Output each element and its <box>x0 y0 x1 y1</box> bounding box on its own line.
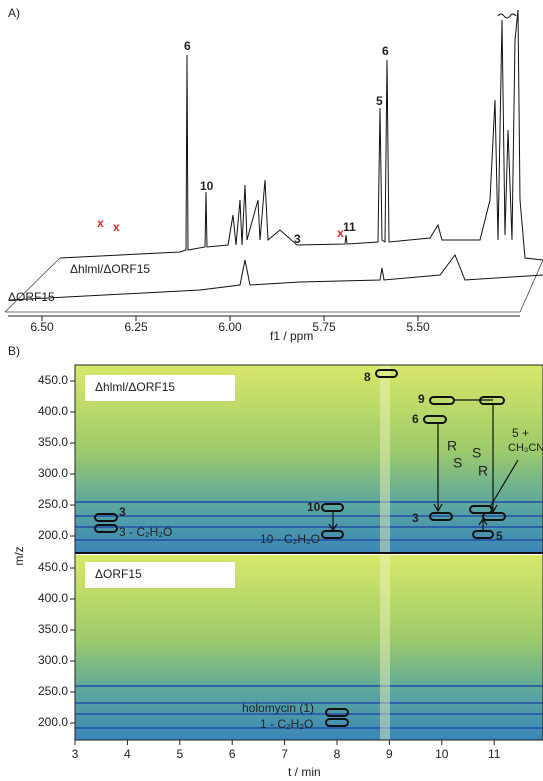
annotation: 3 <box>412 511 419 525</box>
x-tick-label: 5 <box>176 747 183 761</box>
y-tick-label: 300.0 <box>38 653 68 667</box>
trace-label: ΔORF15 <box>8 290 55 304</box>
panel-label: B) <box>8 344 20 358</box>
trace-label: Δhlml/ΔORF15 <box>70 262 150 276</box>
x-tick-label: 10 <box>435 747 449 761</box>
arrows <box>328 399 519 532</box>
title-box <box>85 375 235 401</box>
annotation: 10 <box>307 500 321 514</box>
annotation: 8 <box>364 370 371 384</box>
peak-label: 5 <box>376 94 383 108</box>
annotation: S <box>472 445 481 461</box>
y-tick-label: 200.0 <box>38 528 68 542</box>
annotation: 9 <box>418 392 425 406</box>
peak-label: 11 <box>343 220 356 234</box>
x-tick-label: 6 <box>229 747 236 761</box>
axis-label: f1 / ppm <box>270 329 313 343</box>
x-tick-label: 6.00 <box>218 320 242 334</box>
annotation: 5 <box>496 529 503 543</box>
spectrum-trace <box>59 9 543 261</box>
y-tick-label: 450.0 <box>38 373 68 387</box>
y-tick-label: 200.0 <box>38 715 68 729</box>
x-tick-label: 5.75 <box>312 320 336 334</box>
x-tick-label: 6.25 <box>124 320 148 334</box>
annotation: R <box>447 438 457 454</box>
y-tick-label: 250.0 <box>38 497 68 511</box>
peak-label: 6 <box>382 44 389 58</box>
y-tick-label: 450.0 <box>38 560 68 574</box>
y-tick-label: 350.0 <box>38 435 68 449</box>
annotation: CH₃CN <box>508 442 543 454</box>
break-mark <box>497 13 517 19</box>
peak-label: 10 <box>200 179 214 193</box>
plot-frame <box>74 364 543 741</box>
annotation: 5 + <box>512 426 529 440</box>
annotation: 3 <box>119 505 126 519</box>
x-tick-label: 6.50 <box>30 320 54 334</box>
ion-traces <box>75 501 543 729</box>
y-tick-label: 300.0 <box>38 466 68 480</box>
x-tick-label: 7 <box>281 747 288 761</box>
annotation: R <box>478 463 488 479</box>
panel-title: ΔORF15 <box>95 567 142 581</box>
y-tick-label: 250.0 <box>38 684 68 698</box>
panel-a: A) Δhlml/ΔORF15 ΔORF15 6 10 3 11 6 5 x x… <box>4 6 543 343</box>
x-tick-label: 9 <box>386 747 393 761</box>
panel-title: Δhlml/ΔORF15 <box>95 380 175 394</box>
annotation: holomycin (1) <box>242 701 314 715</box>
annotation: 3 - C₂H₂O <box>119 525 172 539</box>
panel-label: A) <box>8 6 20 20</box>
axis-label: t / min <box>288 765 321 779</box>
title-box <box>85 562 235 588</box>
x-tick-label: 4 <box>124 747 131 761</box>
panel-b: B) Δhlml/ΔORF15 ΔORF15 3 3 - C₂H₂O 10 10… <box>8 344 543 779</box>
y-tick-label: 400.0 <box>38 591 68 605</box>
y-tick-label: 350.0 <box>38 622 68 636</box>
x-tick-label: 11 <box>488 747 501 761</box>
x-tick-label: 3 <box>72 747 79 761</box>
spectrum-trace <box>9 253 543 301</box>
peak-label: 3 <box>294 232 301 246</box>
x-tick-label: 8 <box>334 747 341 761</box>
annotation: 10 - C₂H₂O <box>260 532 320 546</box>
annotation: 1 - C₂H₂O <box>260 717 313 731</box>
annotation: 6 <box>412 412 419 426</box>
impurity-mark: x <box>97 216 104 230</box>
impurity-mark: x <box>113 220 120 234</box>
y-tick-label: 400.0 <box>38 404 68 418</box>
impurity-mark: x <box>337 226 344 240</box>
axis-label: m/z <box>12 546 26 565</box>
plane <box>4 257 543 313</box>
x-tick-label: 5.50 <box>406 320 430 334</box>
peak-label: 6 <box>184 39 191 53</box>
annotation: S <box>453 455 462 471</box>
